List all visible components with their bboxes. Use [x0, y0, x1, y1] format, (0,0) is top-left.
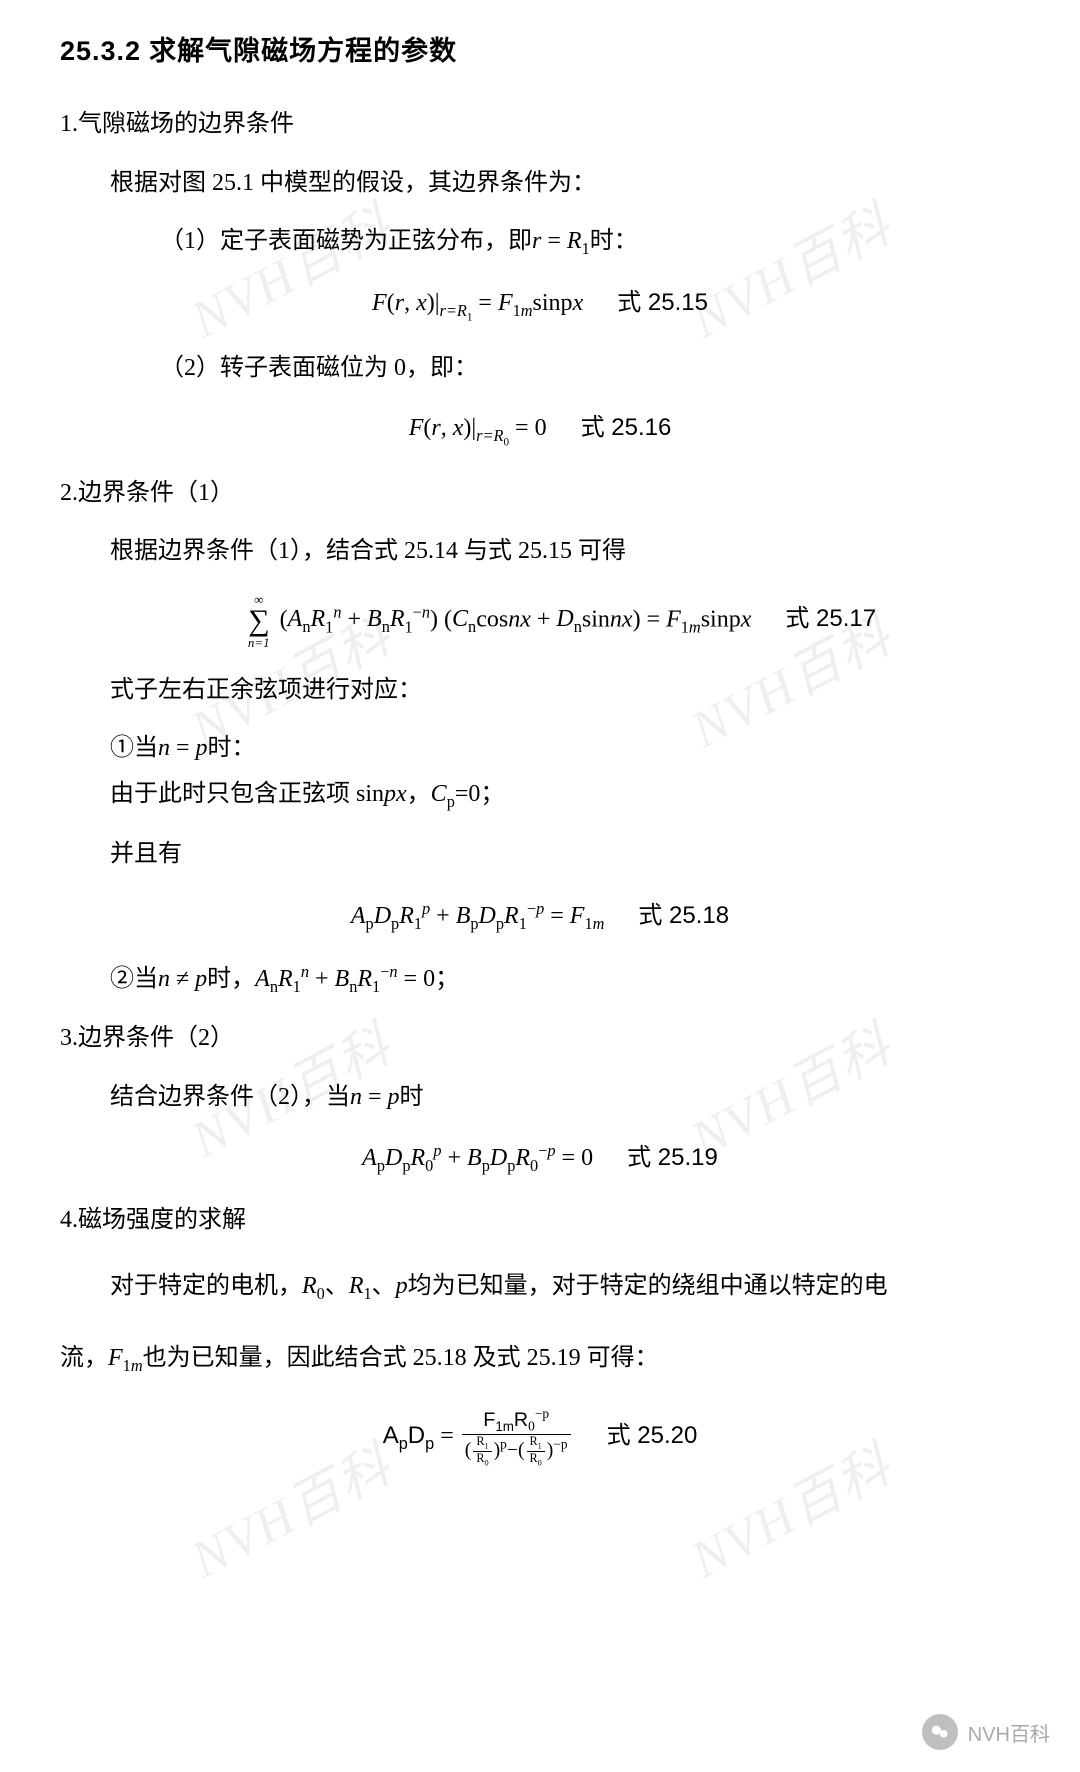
footer-badge: NVH百科: [922, 1714, 1050, 1750]
p11a: ②当: [110, 966, 158, 992]
eq20-label: 式 25.20: [607, 1417, 698, 1455]
eq16-label: 式 25.16: [581, 409, 672, 447]
equation-25-17: ∞∑n=1 (AnR1n + BnR1−n) (Cncosnx + Dnsinn…: [60, 593, 1020, 649]
eq19-label: 式 25.19: [627, 1139, 718, 1177]
p11c: ；: [435, 966, 459, 992]
section-number: 25.3.2: [60, 36, 141, 66]
eq15-label: 式 25.15: [617, 284, 708, 322]
p13b: 时: [400, 1084, 424, 1110]
footer-text: NVH百科: [968, 1718, 1050, 1747]
p14: 4.磁场强度的求解: [60, 1201, 1020, 1239]
p1: 1.气隙磁场的边界条件: [60, 105, 1020, 143]
p11: ②当n ≠ p时，AnR1n + BnR1−n = 0；: [60, 959, 1020, 1000]
p6: 根据边界条件（1），结合式 25.14 与式 25.15 可得: [60, 532, 1020, 570]
p11b: 时，: [207, 966, 255, 992]
equation-25-16: F(r, x)|r=R0 = 0 式 25.16: [60, 409, 1020, 452]
p16b: 也为已知量，因此结合式 25.18 及式 25.19 可得：: [143, 1345, 659, 1371]
p2: 根据对图 25.1 中模型的假设，其边界条件为：: [60, 164, 1020, 202]
p4: （2）转子表面磁位为 0，即：: [60, 349, 1020, 387]
equation-25-20: ApDp = F1mR0−p (R1R0)p−(R1R0)−p 式 25.20: [60, 1407, 1020, 1468]
eq17-label: 式 25.17: [785, 600, 876, 638]
equation-25-18: ApDpR1p + BpDpR1−p = F1m 式 25.18: [60, 896, 1020, 937]
p12: 3.边界条件（2）: [60, 1019, 1020, 1057]
p9b: ，: [407, 781, 431, 807]
p15: 对于特定的电机，R0、R1、p均为已知量，对于特定的绕组中通以特定的电: [60, 1260, 1020, 1313]
p7: 式子左右正余弦项进行对应：: [60, 671, 1020, 709]
p16: 流，F1m也为已知量，因此结合式 25.18 及式 25.19 可得：: [60, 1332, 1020, 1385]
p8a: ①当: [110, 735, 158, 761]
p9c: =0；: [455, 781, 505, 807]
p15a: 对于特定的电机，: [110, 1273, 302, 1299]
section-title: 求解气隙磁场方程的参数: [149, 36, 457, 66]
p3a: （1）定子表面磁势为正弦分布，即: [160, 228, 532, 254]
section-heading: 25.3.2 求解气隙磁场方程的参数: [60, 30, 1020, 73]
equation-25-19: ApDpR0p + BpDpR0−p = 0 式 25.19: [60, 1138, 1020, 1179]
p8b: 时：: [208, 735, 256, 761]
p9a: 由于此时只包含正弦项 sin: [110, 781, 384, 807]
eq18-label: 式 25.18: [638, 897, 729, 935]
p8: ①当n = p时：: [60, 729, 1020, 767]
p16a: 流，: [60, 1345, 108, 1371]
p9: 由于此时只包含正弦项 sinpx，Cp=0；: [60, 775, 1020, 815]
p15b: 均为已知量，对于特定的绕组中通以特定的电: [408, 1273, 888, 1299]
p3: （1）定子表面磁势为正弦分布，即r = R1时：: [60, 222, 1020, 262]
wechat-icon: [922, 1714, 958, 1750]
p10: 并且有: [60, 835, 1020, 873]
p3b: 时：: [590, 228, 638, 254]
equation-25-15: F(r, x)|r=R1 = F1msinpx 式 25.15: [60, 284, 1020, 327]
p5: 2.边界条件（1）: [60, 474, 1020, 512]
p13: 结合边界条件（2），当n = p时: [60, 1078, 1020, 1116]
p13a: 结合边界条件（2），当: [110, 1084, 350, 1110]
